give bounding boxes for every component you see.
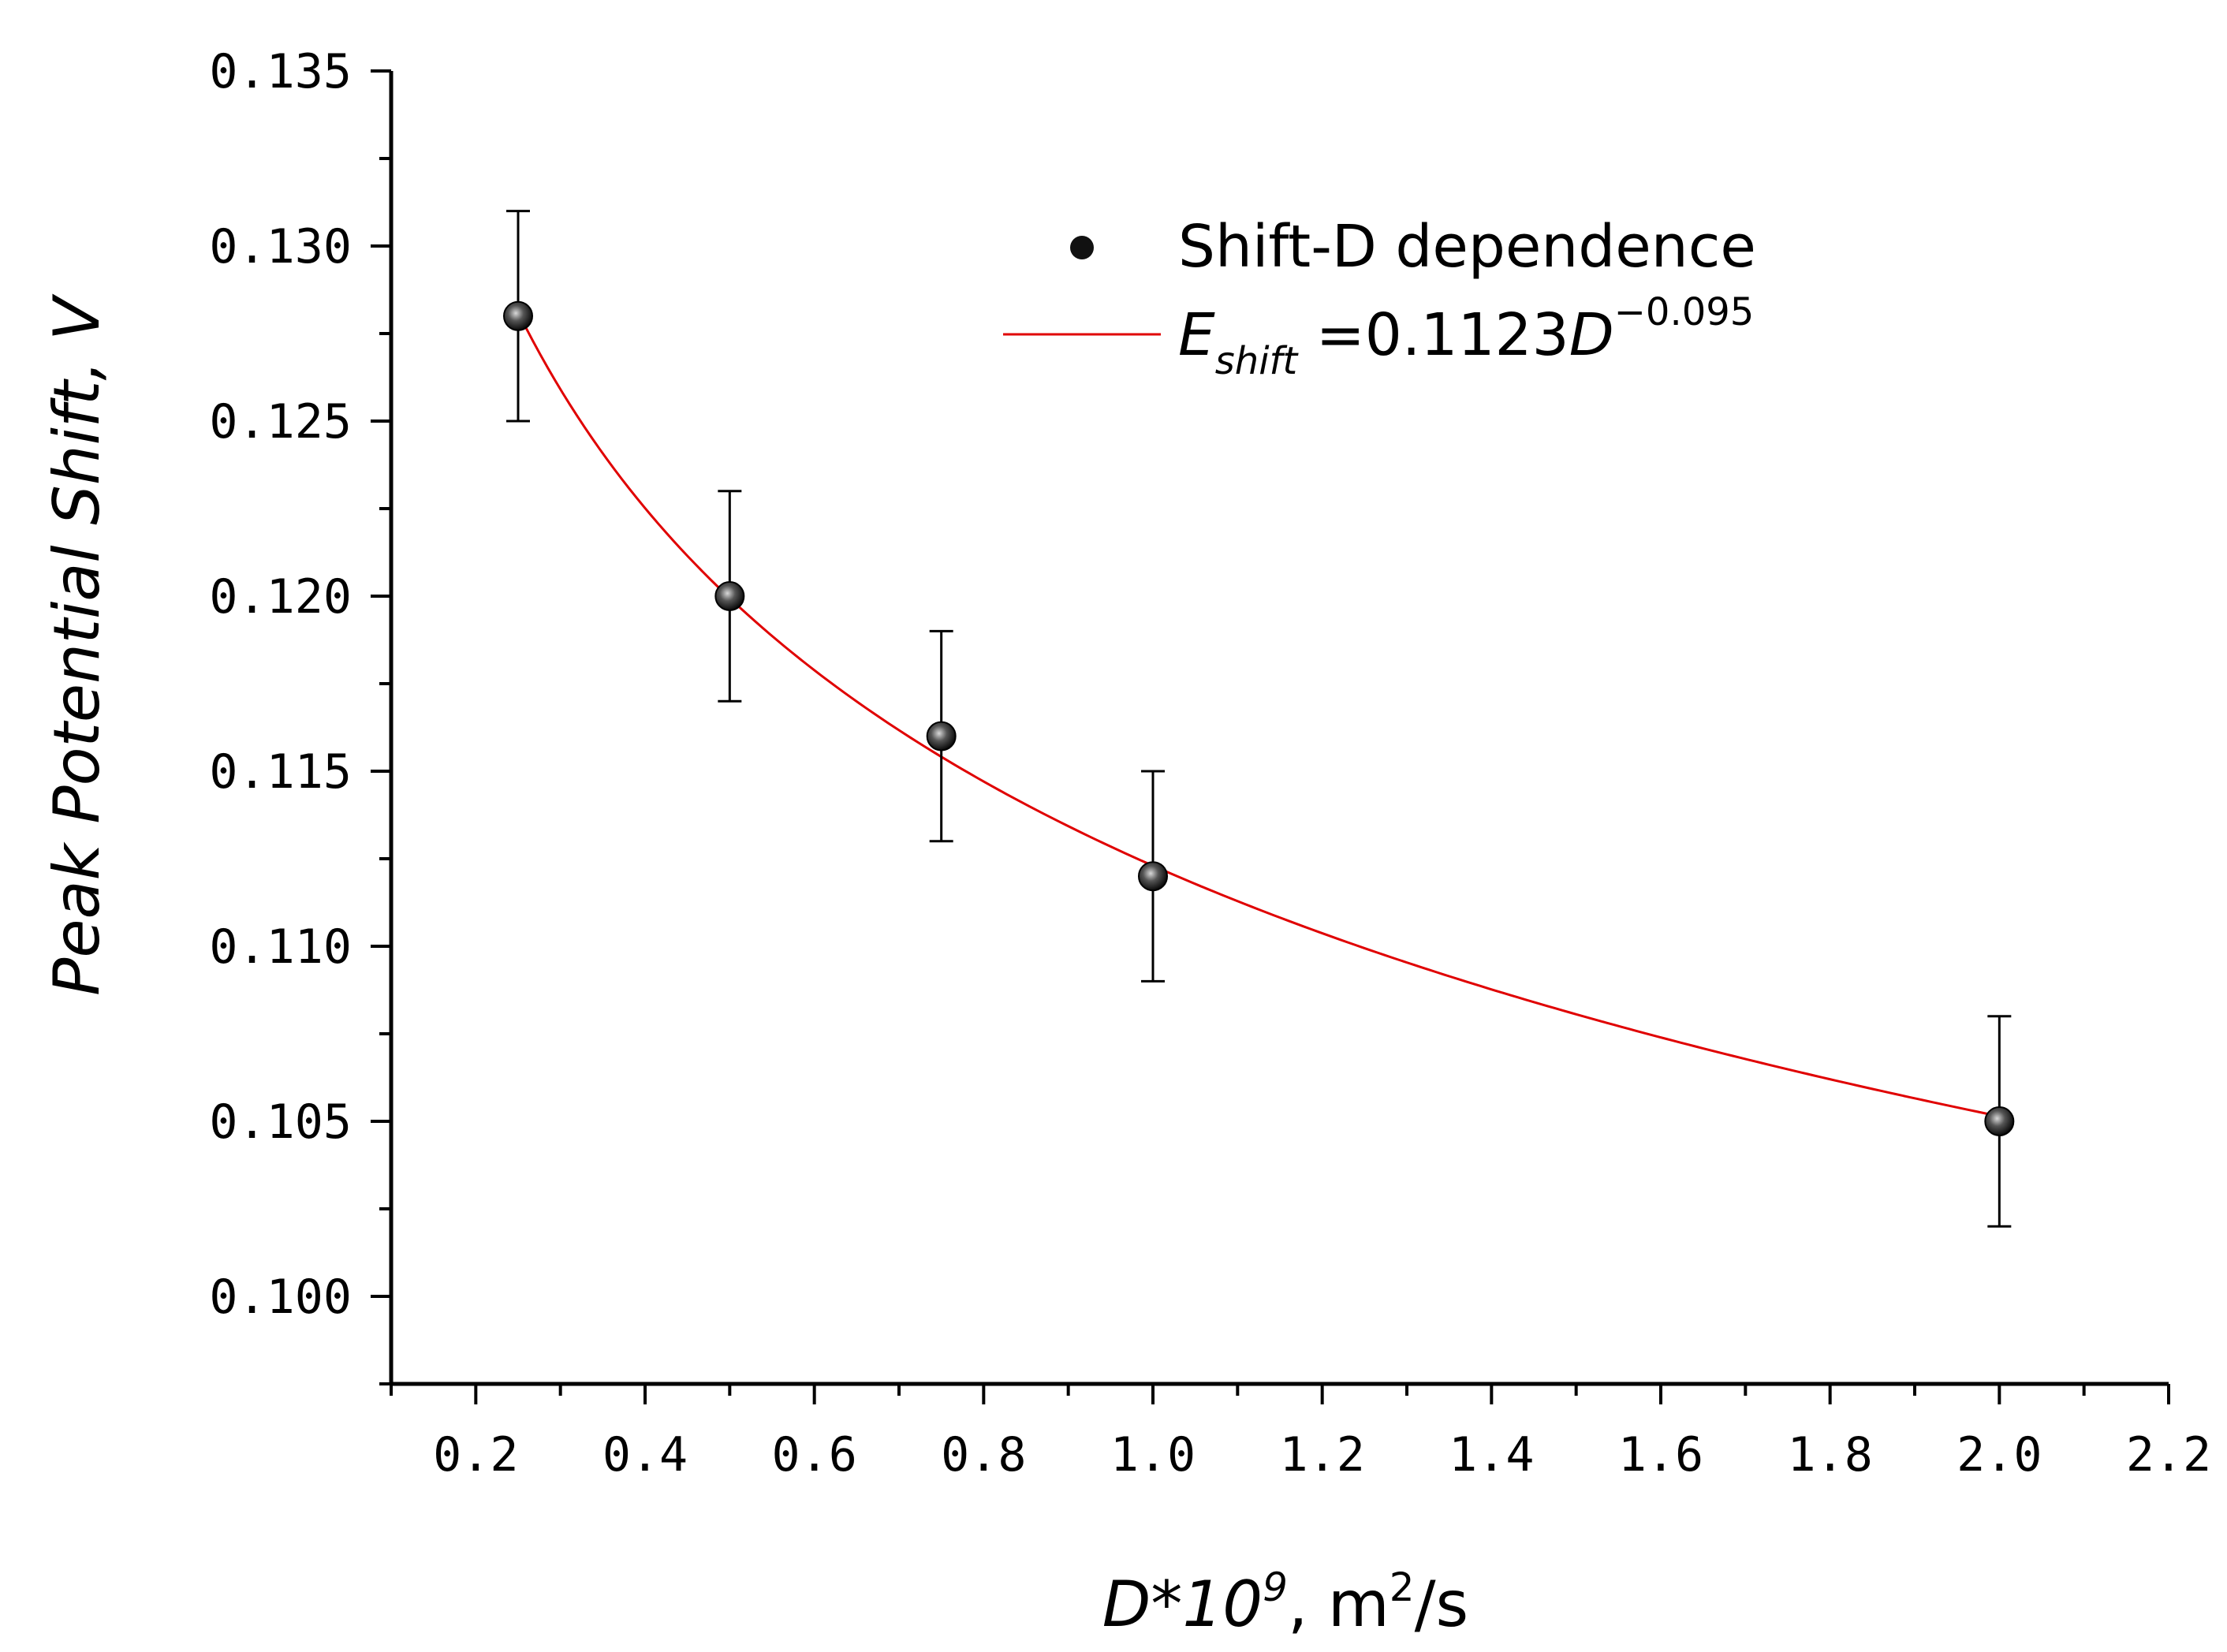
y-tick-label: 0.100: [209, 1270, 352, 1325]
y-tick-label: 0.125: [209, 394, 352, 449]
data-points: [503, 300, 2015, 1136]
y-axis-title: Peak Potential Shift, V: [40, 293, 114, 996]
x-tick-label: 0.4: [602, 1427, 688, 1482]
x-tick-label: 2.2: [2126, 1427, 2211, 1482]
y-tick-label: 0.130: [209, 219, 352, 274]
x-tick-label: 0.8: [941, 1427, 1026, 1482]
y-tick-label: 0.115: [209, 744, 352, 800]
x-axis-title: D*109, m2/s: [1102, 1564, 1468, 1641]
axes: [389, 71, 2169, 1386]
data-point: [503, 300, 533, 331]
legend-entry-fit: Eshift =0.1123D−0.095: [1178, 290, 1754, 383]
legend-fit-symbol: E: [1178, 301, 1215, 369]
y-tick-label: 0.105: [209, 1094, 352, 1150]
ticks: [371, 69, 2170, 1404]
x-axis-title-unit-exponent: 2: [1390, 1564, 1415, 1610]
x-tick-label: 1.0: [1110, 1427, 1196, 1482]
legend-fit-subscript: shift: [1215, 339, 1300, 383]
legend-entry-points: Shift-D dependence: [1178, 213, 1756, 281]
tick-labels: 0.100 0.105 0.110 0.115 0.120 0.125 0.130 0.135…: [209, 44, 2211, 1482]
data-point: [1138, 861, 1168, 892]
data-point: [1984, 1106, 2015, 1136]
data-point: [926, 721, 957, 751]
x-tick-label: 1.4: [1449, 1427, 1534, 1482]
y-tick-label: 0.110: [209, 919, 352, 975]
fit-layer: [517, 311, 2000, 1118]
fit-curve: [517, 311, 2000, 1118]
x-tick-label: 0.2: [433, 1427, 518, 1482]
y-tick-label: 0.120: [209, 569, 352, 625]
x-tick-label: 2.0: [1957, 1427, 2042, 1482]
data-point: [714, 581, 745, 611]
x-axis-title-exponent: 9: [1263, 1564, 1288, 1610]
x-tick-label: 1.2: [1279, 1427, 1364, 1482]
x-tick-label: 1.8: [1787, 1427, 1872, 1482]
x-tick-label: 1.6: [1618, 1427, 1703, 1482]
legend-fit-exponent: −0.095: [1614, 290, 1755, 334]
x-axis-title-unit: , m: [1288, 1568, 1390, 1641]
legend-marker: [1070, 236, 1094, 259]
legend-fit-equation: =0.1123: [1297, 301, 1569, 369]
legend-fit-variable: D: [1569, 301, 1614, 369]
legend: Shift-D dependence Eshift =0.1123D−0.095: [1003, 213, 1756, 383]
x-tick-label: 0.6: [771, 1427, 856, 1482]
y-tick-label: 0.135: [209, 44, 352, 99]
x-axis-title-main: D*10: [1102, 1568, 1263, 1641]
x-axis-title-unit-suffix: /s: [1415, 1568, 1469, 1641]
